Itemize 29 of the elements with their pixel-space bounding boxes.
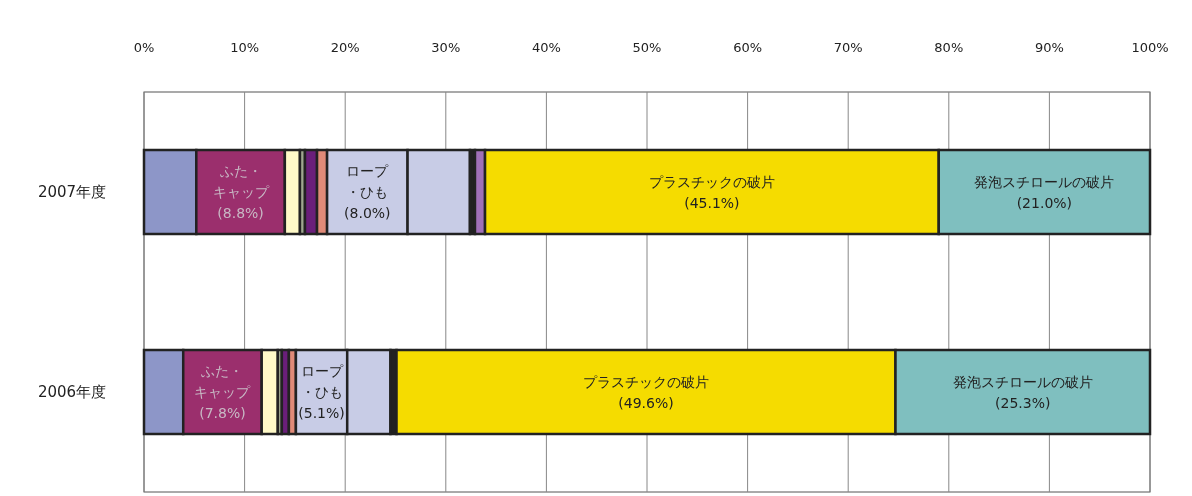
series-label: 発泡スチロールの破片	[974, 173, 1115, 190]
data-label: (25.3%)	[995, 394, 1051, 411]
data-label: (8.8%)	[217, 205, 264, 221]
text: プラスチックの破片	[582, 373, 709, 390]
x-tick-label: 10%	[230, 40, 260, 55]
data-label: (7.8%)	[199, 405, 246, 421]
x-tick-label: 80%	[934, 40, 964, 55]
x-tick-label: 30%	[431, 40, 461, 55]
data-label: (21.0%)	[1016, 194, 1073, 211]
x-tick-label: 100%	[1131, 40, 1169, 55]
x-tick-label: 50%	[632, 40, 662, 55]
data-label: (49.6%)	[618, 394, 674, 411]
y-tick-label: 2007年度	[37, 183, 107, 201]
series-label: ロープ・ひも	[300, 363, 344, 400]
x-tick-label: 60%	[733, 40, 763, 55]
text: ロープ・ひも	[346, 163, 389, 200]
x-tick-label: 40%	[531, 40, 561, 55]
text: 発泡スチロールの破片	[952, 373, 1093, 390]
x-tick-label: 90%	[1034, 40, 1064, 55]
series-label: ふた・キャップ	[194, 363, 252, 400]
data-label: (8.0%)	[344, 205, 391, 221]
x-tick-label: 20%	[330, 40, 360, 55]
data-label: (45.1%)	[684, 194, 740, 211]
text: ふた・キャップ	[212, 163, 269, 200]
data-label: (5.1%)	[298, 405, 345, 421]
x-tick-label: 0%	[133, 40, 155, 55]
x-tick-label: 70%	[833, 40, 863, 55]
y-tick-label: 2006年度	[37, 383, 107, 401]
series-label: プラスチックの破片	[648, 173, 775, 190]
